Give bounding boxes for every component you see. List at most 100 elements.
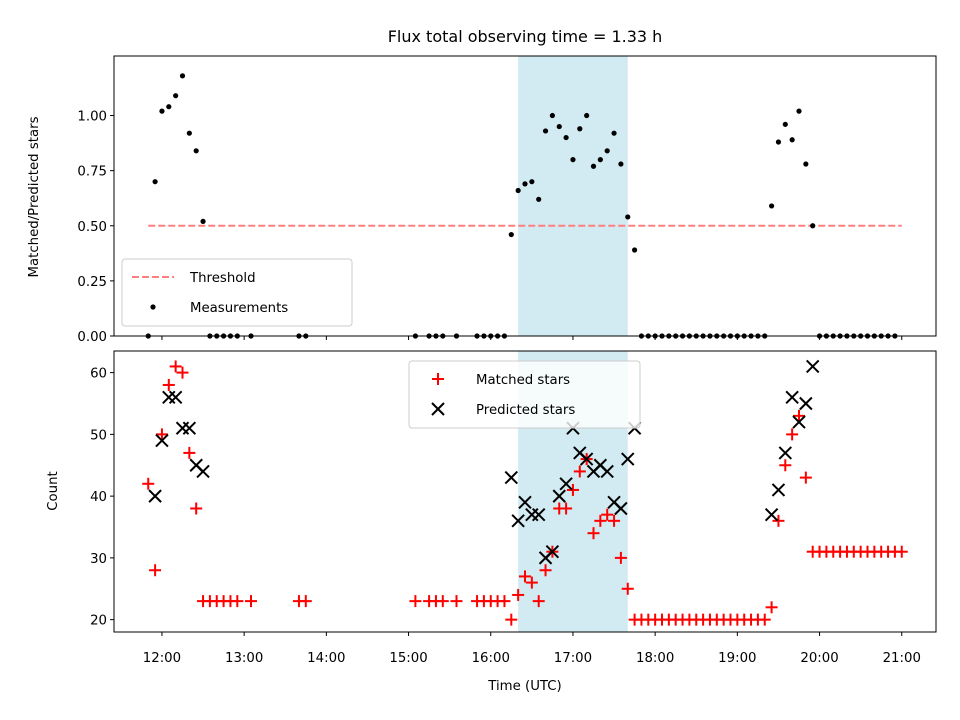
matched-point bbox=[142, 477, 155, 490]
x-tick-label: 15:00 bbox=[389, 651, 427, 666]
measurement-point bbox=[810, 223, 816, 229]
top-axis-ticks: 0.00 0.25 0.50 0.75 1.00 bbox=[77, 110, 903, 345]
bottom-axis-ticks: 12:00 13:00 14:00 15:00 16:00 17:00 18:00 19:00… bbox=[90, 367, 921, 666]
predicted-point bbox=[504, 470, 519, 485]
y-tick-label: 0.00 bbox=[77, 330, 107, 345]
y-tick-label: 0.75 bbox=[77, 165, 107, 180]
legend-threshold-label: Threshold bbox=[189, 271, 256, 286]
y-tick-label: 50 bbox=[90, 428, 107, 443]
predicted-point bbox=[764, 507, 779, 522]
matched-point bbox=[436, 595, 449, 608]
measurement-point bbox=[522, 181, 528, 187]
x-tick-label: 18:00 bbox=[636, 651, 674, 666]
measurement-point bbox=[542, 128, 549, 134]
matched-point bbox=[450, 595, 463, 608]
matched-point bbox=[614, 551, 627, 564]
legend-predicted-swatch bbox=[431, 402, 445, 416]
legend-measurements-swatch bbox=[150, 304, 156, 310]
measurement-point bbox=[618, 161, 624, 167]
predicted-point bbox=[559, 477, 573, 491]
y-tick-label: 0.50 bbox=[77, 220, 107, 235]
highlight-span-rect bbox=[518, 56, 628, 336]
matched-point bbox=[162, 378, 175, 391]
predicted-point bbox=[155, 433, 169, 448]
top-panel: 0.00 0.25 0.50 0.75 1.00 Matched/Predicted s… bbox=[27, 55, 937, 345]
predicted-point bbox=[162, 390, 176, 405]
predicted-point bbox=[805, 359, 820, 374]
matched-point bbox=[765, 601, 778, 614]
legend-measurements-label: Measurements bbox=[190, 301, 288, 316]
measurement-point bbox=[529, 179, 535, 185]
measurement-point bbox=[577, 126, 583, 132]
measurement-point bbox=[782, 121, 788, 127]
measurement-point bbox=[604, 148, 610, 154]
measurement-point bbox=[200, 218, 206, 224]
bottom-xlabel: Time (UTC) bbox=[487, 679, 562, 694]
legend-predicted-label: Predicted stars bbox=[476, 403, 575, 418]
matched-point bbox=[779, 459, 792, 472]
top-ylabel: Matched/Predicted stars bbox=[27, 116, 42, 277]
matched-point bbox=[594, 514, 607, 527]
measurement-point bbox=[570, 157, 576, 163]
measurement-point bbox=[789, 137, 795, 143]
matched-point bbox=[539, 564, 552, 577]
matched-point bbox=[512, 588, 525, 601]
top-legend-box bbox=[121, 258, 353, 327]
matched-point bbox=[409, 595, 422, 608]
matched-point bbox=[601, 508, 614, 521]
matched-point bbox=[587, 527, 600, 540]
top-legend: Threshold Measurements bbox=[121, 258, 353, 327]
measurement-point bbox=[549, 112, 556, 119]
predicted-point bbox=[600, 464, 614, 479]
matched-point bbox=[799, 471, 812, 484]
y-tick-label: 0.25 bbox=[77, 275, 107, 290]
matched-point bbox=[560, 502, 573, 515]
measurement-point bbox=[769, 203, 775, 209]
chart-title: Flux total observing time = 1.33 h bbox=[388, 27, 663, 46]
bottom-panel: 12:00 13:00 14:00 15:00 16:00 17:00 18:00 19:00… bbox=[46, 350, 937, 694]
predicted-point bbox=[511, 514, 525, 528]
matched-point bbox=[155, 428, 168, 441]
matched-point bbox=[608, 514, 621, 527]
legend-matched-swatch bbox=[432, 373, 444, 385]
x-tick-label: 12:00 bbox=[143, 651, 181, 666]
y-tick-label: 30 bbox=[90, 552, 107, 567]
measurement-point bbox=[556, 123, 562, 130]
measurement-point bbox=[796, 108, 802, 114]
measurement-point bbox=[803, 161, 809, 167]
predicted-point bbox=[518, 495, 532, 510]
measurement-point bbox=[563, 134, 569, 141]
predicted-point bbox=[168, 390, 183, 405]
matched-point bbox=[169, 360, 182, 373]
predicted-point bbox=[196, 464, 210, 479]
bottom-legend: Matched stars Predicted stars bbox=[408, 360, 641, 429]
predicted-point bbox=[182, 421, 197, 435]
predicted-point bbox=[531, 507, 546, 522]
matched-point bbox=[525, 576, 538, 589]
matched-point bbox=[532, 595, 545, 608]
measurement-point bbox=[775, 139, 782, 145]
measurement-point bbox=[152, 179, 158, 185]
x-tick-label: 16:00 bbox=[472, 651, 510, 666]
matched-point bbox=[299, 595, 312, 608]
matched-point bbox=[519, 570, 531, 583]
matched-point bbox=[190, 502, 203, 515]
matched-point bbox=[793, 409, 805, 422]
x-tick-label: 13:00 bbox=[225, 651, 263, 666]
top-highlight-span bbox=[518, 56, 628, 336]
predicted-point bbox=[621, 452, 635, 466]
predicted-point bbox=[614, 501, 628, 516]
measurement-point bbox=[193, 148, 199, 154]
predicted-point bbox=[778, 446, 793, 460]
measurement-point bbox=[159, 108, 165, 114]
legend-matched-label: Matched stars bbox=[476, 373, 570, 388]
measurement-point bbox=[186, 130, 192, 136]
x-tick-label: 19:00 bbox=[718, 651, 756, 666]
measurement-point bbox=[625, 214, 631, 220]
predicted-point bbox=[175, 421, 190, 435]
matched-point bbox=[786, 428, 799, 441]
predicted-point bbox=[771, 483, 786, 497]
measurement-point bbox=[597, 157, 603, 163]
bottom-axes-frame bbox=[113, 350, 937, 633]
measurement-point bbox=[179, 73, 186, 79]
